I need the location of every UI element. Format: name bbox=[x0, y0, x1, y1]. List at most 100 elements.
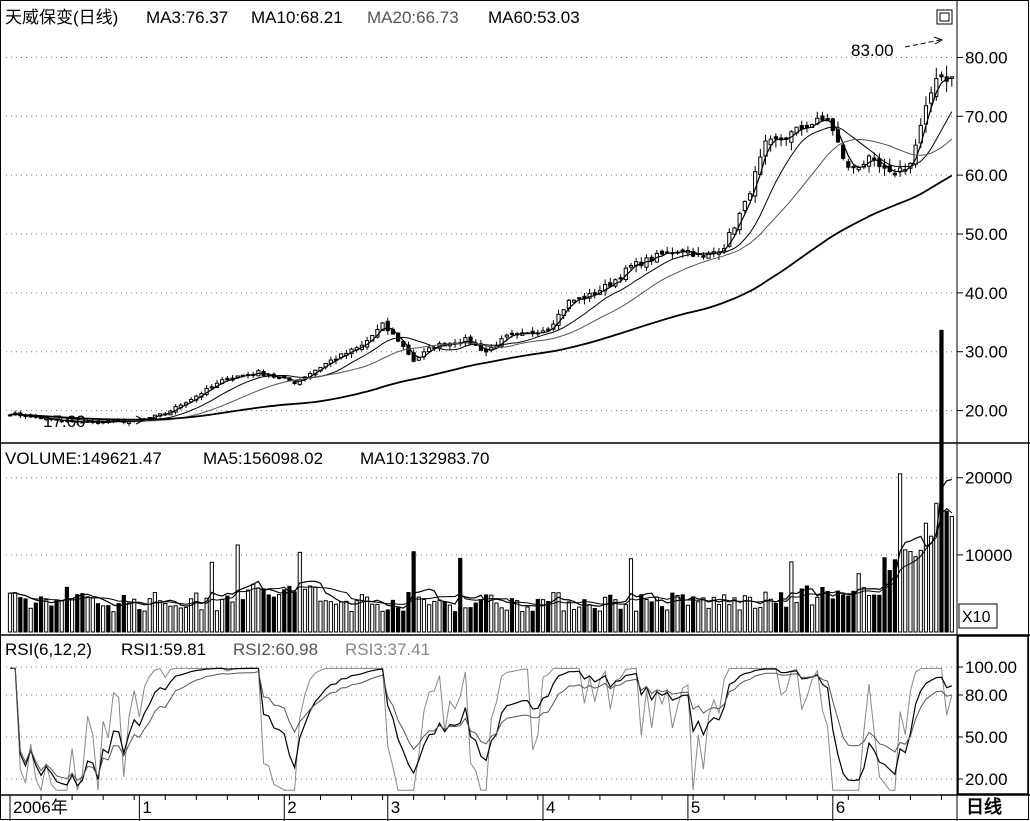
period-label[interactable]: 日线 bbox=[966, 796, 1002, 817]
volume-bar bbox=[28, 607, 33, 633]
ma60-label: MA60:53.03 bbox=[488, 8, 580, 27]
price-tick-label: 30.00 bbox=[965, 343, 1008, 362]
candlestick bbox=[768, 135, 773, 152]
volume-bar bbox=[784, 606, 789, 633]
volume-bar bbox=[753, 607, 758, 633]
volume-bar bbox=[882, 557, 887, 633]
volume-bar bbox=[515, 600, 520, 633]
volume-bar bbox=[142, 610, 147, 633]
volume-bar bbox=[437, 599, 442, 633]
price-tick-label: 20.00 bbox=[965, 402, 1008, 421]
volume-bar bbox=[913, 556, 918, 633]
volume-bar bbox=[887, 570, 892, 633]
volume-bar bbox=[225, 595, 230, 633]
candlestick bbox=[897, 160, 903, 177]
volume-multiplier: X10 bbox=[962, 609, 991, 626]
candlestick bbox=[846, 158, 851, 171]
volume-bar bbox=[551, 592, 556, 633]
volume-bar bbox=[473, 602, 478, 633]
candlestick bbox=[587, 288, 592, 302]
candlestick bbox=[939, 71, 944, 81]
volume-bars bbox=[7, 329, 954, 633]
volume-bar bbox=[809, 604, 815, 633]
volume-bar bbox=[101, 605, 106, 633]
candlestick bbox=[778, 134, 784, 147]
window-restore-icon[interactable] bbox=[936, 9, 953, 25]
volume-bar bbox=[328, 601, 333, 633]
x-axis-label: 4 bbox=[546, 798, 555, 817]
volume-bar bbox=[768, 598, 773, 633]
volume-bar bbox=[13, 592, 18, 633]
volume-bar bbox=[566, 601, 571, 633]
volume-bar bbox=[489, 594, 494, 633]
volume-bar bbox=[737, 609, 742, 633]
candlestick bbox=[628, 262, 634, 271]
candlestick bbox=[732, 226, 737, 235]
rsi-axis-box bbox=[957, 635, 1029, 795]
volume-bar bbox=[799, 588, 804, 633]
volume-bar bbox=[23, 598, 28, 633]
volume-bar bbox=[194, 592, 199, 633]
price-tick-label: 50.00 bbox=[965, 225, 1008, 244]
volume-bar bbox=[401, 610, 406, 633]
volume-bar bbox=[597, 610, 603, 633]
volume-bar bbox=[163, 602, 168, 633]
volume-bar bbox=[851, 590, 856, 633]
rsi1-line bbox=[10, 667, 953, 787]
rsi-tick-label: 20.00 bbox=[965, 770, 1008, 789]
candlestick bbox=[483, 345, 489, 357]
volume-bar bbox=[877, 594, 882, 633]
volume-bar bbox=[463, 607, 468, 633]
volume-bar bbox=[370, 603, 375, 633]
volume-bar bbox=[235, 544, 240, 633]
volume-bar bbox=[561, 610, 566, 633]
candlestick bbox=[603, 279, 608, 297]
volume-bar bbox=[308, 585, 313, 633]
volume-bar bbox=[929, 535, 934, 633]
volume-bar bbox=[344, 600, 349, 633]
volume-bar bbox=[846, 595, 851, 633]
volume-bar bbox=[204, 597, 209, 633]
volume-bar bbox=[923, 522, 929, 633]
volume-bar bbox=[49, 605, 54, 633]
volume-bar bbox=[116, 603, 121, 633]
volume-tick-label: 10000 bbox=[965, 546, 1012, 565]
volume-bar bbox=[390, 599, 396, 633]
candlestick bbox=[571, 299, 577, 304]
volume-bar bbox=[416, 596, 421, 633]
volume-bar bbox=[132, 598, 137, 633]
candlestick bbox=[804, 121, 810, 133]
volume-bar bbox=[111, 611, 116, 633]
volume-tick-label: 20000 bbox=[965, 469, 1012, 488]
volume-header: VOLUME:149621.47 MA5:156098.02 MA10:1329… bbox=[5, 449, 490, 468]
volume-bar bbox=[820, 587, 825, 633]
volume-bar bbox=[375, 603, 380, 633]
candlestick bbox=[841, 142, 846, 161]
volume-bar bbox=[815, 596, 820, 633]
candlestick bbox=[866, 154, 872, 173]
candlestick bbox=[861, 160, 866, 170]
volume-bar bbox=[18, 597, 23, 633]
volume-bar bbox=[603, 596, 608, 633]
volume-bar bbox=[214, 610, 220, 633]
candlestick bbox=[515, 332, 520, 339]
volume-bar bbox=[271, 596, 277, 633]
volume-bar bbox=[230, 601, 235, 633]
ma3-line bbox=[9, 77, 952, 424]
moving-average-lines bbox=[9, 77, 953, 424]
volume-bar bbox=[866, 594, 872, 633]
y-axis-labels: 20.00 30.00 40.00 50.00 60.00 70.00 80.00 10000… bbox=[957, 48, 1017, 789]
volume-bar bbox=[54, 600, 59, 633]
volume-ma10-label: MA10:132983.70 bbox=[360, 449, 490, 468]
volume-bar bbox=[634, 610, 639, 633]
volume-bar bbox=[696, 601, 701, 633]
volume-bar bbox=[478, 599, 484, 633]
volume-bar bbox=[509, 598, 515, 633]
rsi-params-label: RSI(6,12,2) bbox=[5, 640, 92, 659]
low-annotation: 17.60 bbox=[43, 412, 146, 431]
volume-bar bbox=[825, 591, 830, 633]
volume-bar bbox=[64, 586, 70, 633]
volume-bar bbox=[447, 604, 452, 633]
